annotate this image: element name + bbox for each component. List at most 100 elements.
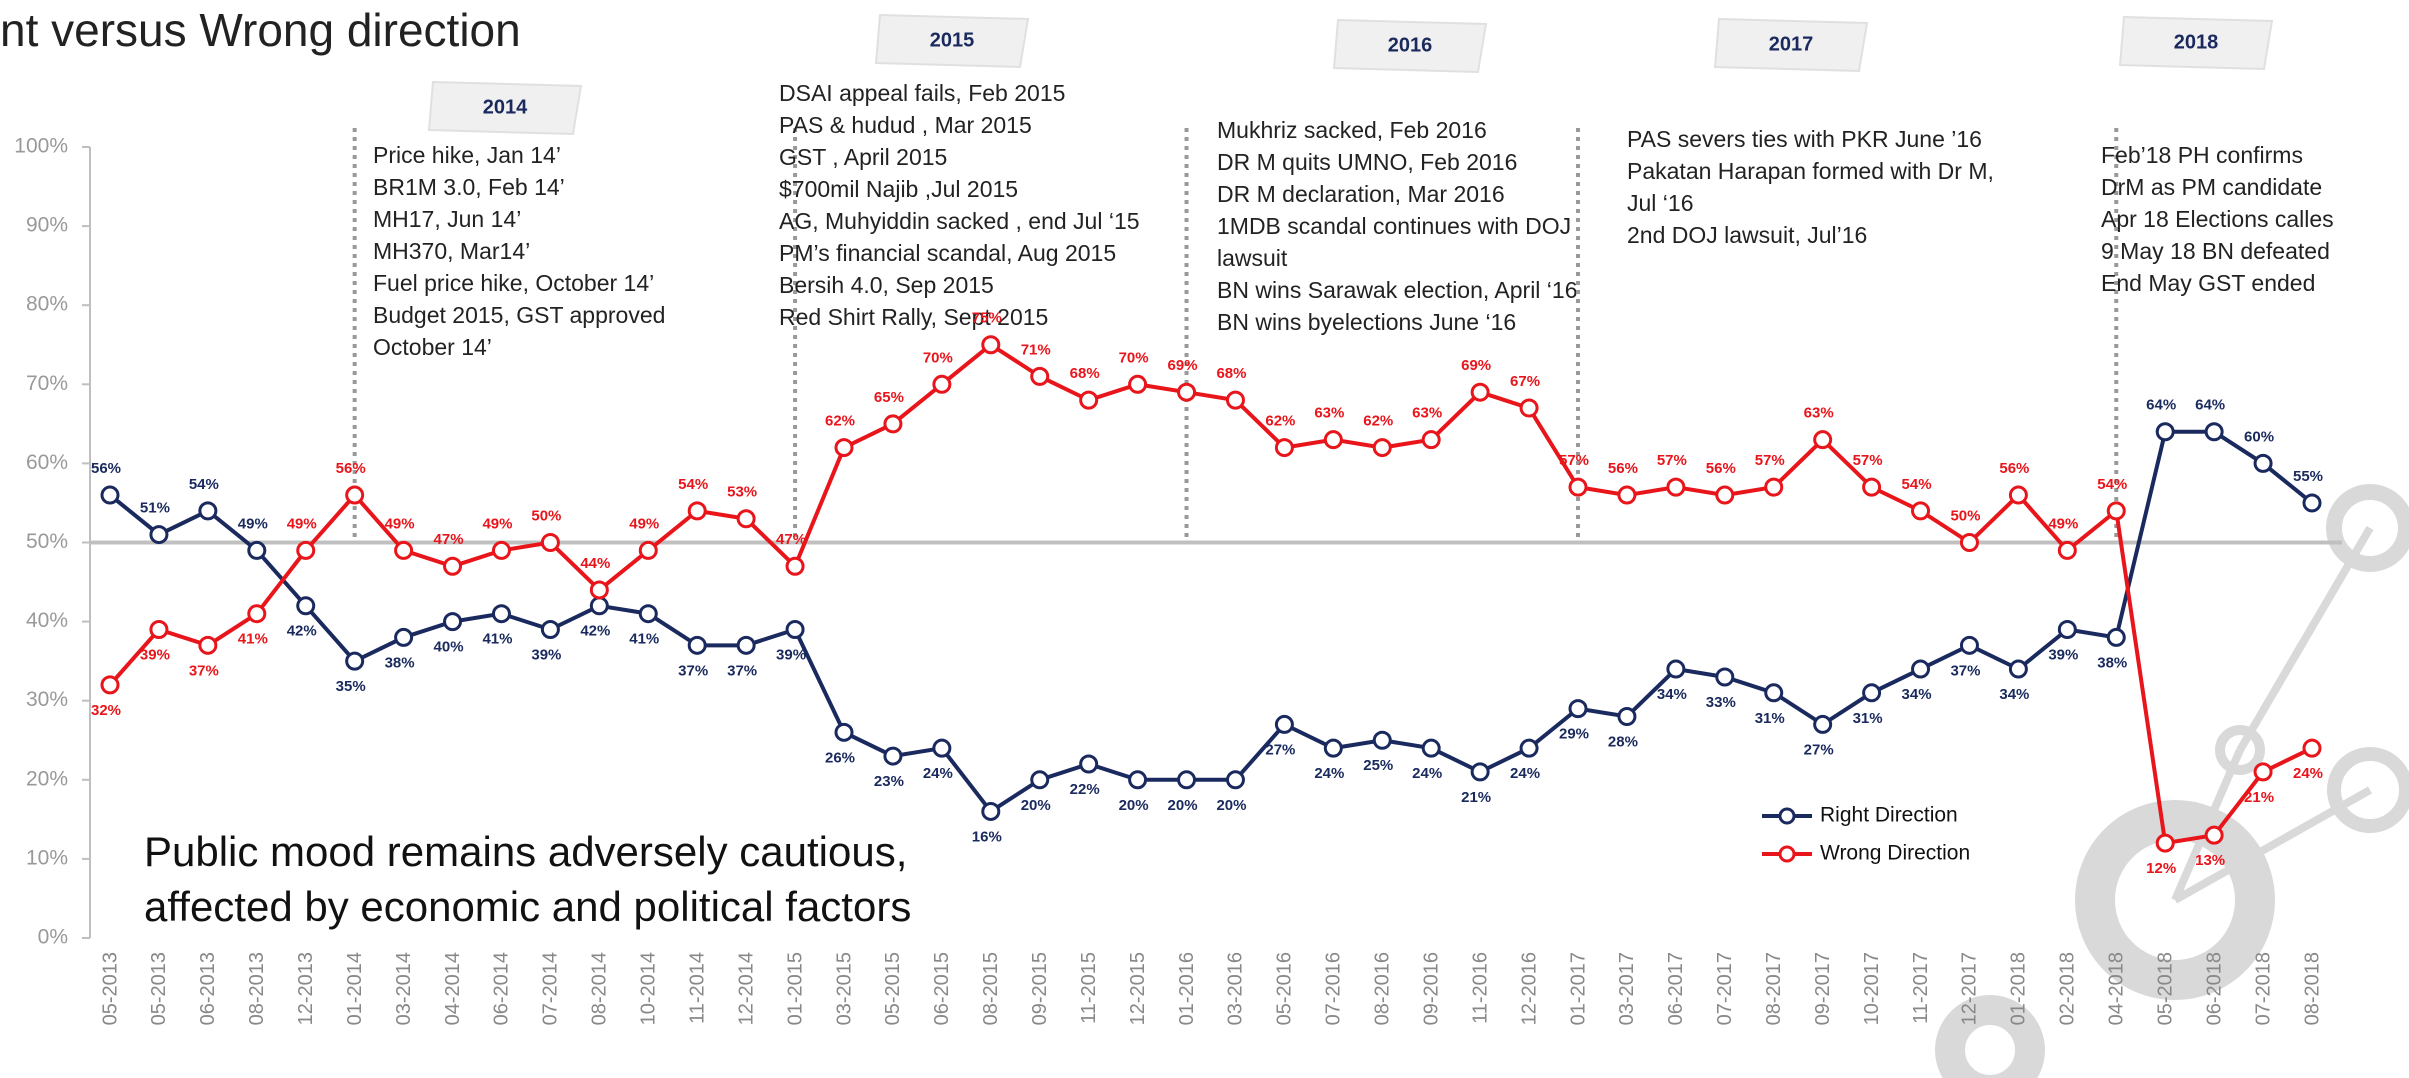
data-label: 22% xyxy=(1070,781,1100,798)
marker xyxy=(1372,730,1392,750)
x-tick-label: 03-2016 xyxy=(1225,952,1247,1025)
data-label: 55% xyxy=(2293,468,2323,485)
data-label: 39% xyxy=(531,646,561,663)
x-tick-label: 08-2016 xyxy=(1372,952,1394,1025)
data-label: 54% xyxy=(678,476,708,493)
event-text: BN wins byelections June ‘16 xyxy=(1217,309,1516,335)
event-text: Apr 18 Elections calles xyxy=(2101,206,2334,232)
event-text: Bersih 4.0, Sep 2015 xyxy=(779,272,994,298)
data-label: 39% xyxy=(140,646,170,663)
data-label: 42% xyxy=(580,623,610,640)
data-label: 62% xyxy=(825,413,855,430)
x-tick-label: 09-2016 xyxy=(1420,952,1442,1025)
marker xyxy=(2057,620,2077,640)
data-label: 24% xyxy=(1412,765,1442,782)
event-text: Red Shirt Rally, Sept 2015 xyxy=(779,304,1048,330)
event-text: October 14’ xyxy=(373,334,492,360)
marker xyxy=(736,509,756,529)
x-tick-label: 03-2015 xyxy=(833,952,855,1025)
data-label: 63% xyxy=(1314,405,1344,422)
data-label: 67% xyxy=(1510,373,1540,390)
marker xyxy=(491,540,511,560)
x-tick-label: 11-2016 xyxy=(1469,952,1491,1024)
x-tick-label: 04-2014 xyxy=(442,952,464,1025)
marker xyxy=(2253,762,2273,782)
event-text: 9 May 18 BN defeated xyxy=(2101,238,2330,264)
data-label: 13% xyxy=(2195,852,2225,869)
data-label: 56% xyxy=(1608,460,1638,477)
marker xyxy=(1911,659,1931,679)
data-label: 41% xyxy=(482,631,512,648)
event-text: GST , April 2015 xyxy=(779,144,947,170)
data-label: 24% xyxy=(1314,765,1344,782)
x-tick-label: 11-2015 xyxy=(1078,952,1100,1024)
marker xyxy=(1666,659,1686,679)
x-tick-label: 01-2017 xyxy=(1567,952,1589,1025)
x-tick-label: 03-2017 xyxy=(1616,952,1638,1025)
x-tick-label: 07-2016 xyxy=(1323,952,1345,1025)
y-tick-label: 100% xyxy=(14,135,68,158)
marker xyxy=(981,335,1001,355)
deco-circle xyxy=(2215,725,2265,775)
marker xyxy=(687,501,707,521)
marker xyxy=(2155,833,2175,853)
marker xyxy=(2106,627,2126,647)
data-label: 37% xyxy=(678,662,708,679)
x-tick-label: 01-2015 xyxy=(784,952,806,1025)
event-text: Price hike, Jan 14’ xyxy=(373,142,561,168)
marker xyxy=(1764,683,1784,703)
marker xyxy=(589,580,609,600)
marker xyxy=(2302,493,2322,513)
x-tick-label: 12-2016 xyxy=(1518,952,1540,1025)
data-label: 16% xyxy=(972,828,1002,845)
marker xyxy=(1959,533,1979,552)
marker xyxy=(296,540,316,560)
marker xyxy=(247,604,267,624)
marker xyxy=(785,620,805,640)
marker xyxy=(785,556,805,576)
x-tick-label: 12-2013 xyxy=(295,952,317,1025)
data-label: 40% xyxy=(434,639,464,656)
marker xyxy=(100,485,120,505)
data-label: 38% xyxy=(385,654,415,671)
deco-link xyxy=(2173,786,2372,904)
x-tick-label: 12-2015 xyxy=(1127,952,1149,1025)
data-label: 56% xyxy=(1706,460,1736,477)
data-label: 49% xyxy=(482,515,512,532)
data-label: 34% xyxy=(1657,686,1687,703)
data-label: 63% xyxy=(1804,405,1834,422)
data-label: 57% xyxy=(1657,452,1687,469)
event-text: DR M quits UMNO, Feb 2016 xyxy=(1217,149,1517,175)
event-text: MH17, Jun 14’ xyxy=(373,206,521,232)
marker xyxy=(932,374,952,394)
x-tick-label: 01-2016 xyxy=(1176,952,1198,1025)
marker xyxy=(1715,485,1735,505)
marker xyxy=(394,627,414,647)
x-tick-label: 08-2013 xyxy=(246,952,268,1025)
data-label: 68% xyxy=(1216,365,1246,382)
marker xyxy=(1568,699,1588,719)
x-tick-label: 09-2017 xyxy=(1812,952,1834,1025)
x-tick-label: 08-2014 xyxy=(589,952,611,1025)
x-tick-label: 08-2015 xyxy=(980,952,1002,1025)
data-label: 39% xyxy=(776,646,806,663)
marker xyxy=(687,635,707,655)
data-label: 49% xyxy=(385,515,415,532)
x-tick-label: 12-2017 xyxy=(1959,952,1981,1025)
legend-label: Wrong Direction xyxy=(1820,842,1970,865)
marker xyxy=(198,635,218,655)
data-label: 12% xyxy=(2146,860,2176,877)
marker xyxy=(1225,770,1245,790)
x-tick-label: 11-2014 xyxy=(686,952,708,1024)
data-label: 47% xyxy=(434,531,464,548)
x-tick-label: 05-2013 xyxy=(99,952,121,1025)
data-label: 69% xyxy=(1168,357,1198,374)
marker xyxy=(1959,635,1979,655)
data-label: 39% xyxy=(2048,646,2078,663)
marker xyxy=(1030,770,1050,790)
marker xyxy=(1323,738,1343,758)
year-tag xyxy=(427,80,583,136)
event-text: 1MDB scandal continues with DOJ xyxy=(1217,213,1571,239)
data-label: 57% xyxy=(1559,452,1589,469)
marker xyxy=(296,596,316,616)
